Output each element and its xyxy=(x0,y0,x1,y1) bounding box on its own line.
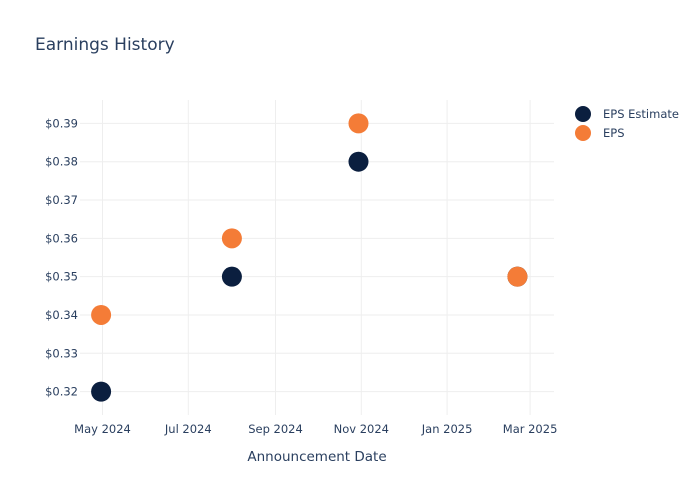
data-point[interactable] xyxy=(91,304,112,325)
legend-label: EPS xyxy=(603,126,625,140)
y-tick-label: $0.37 xyxy=(45,193,78,207)
data-point[interactable] xyxy=(221,266,242,287)
y-tick-label: $0.33 xyxy=(45,346,78,360)
y-tick-label: $0.36 xyxy=(45,231,78,245)
data-point[interactable] xyxy=(91,381,112,402)
y-tick-label: $0.39 xyxy=(45,116,78,130)
data-point[interactable] xyxy=(348,151,369,172)
x-tick-label: May 2024 xyxy=(74,422,131,436)
x-tick-label: Sep 2024 xyxy=(248,422,303,436)
y-tick-label: $0.35 xyxy=(45,270,78,284)
x-tick-label: Jan 2025 xyxy=(421,422,473,436)
x-tick-label: Jul 2024 xyxy=(164,422,212,436)
x-tick-label: Nov 2024 xyxy=(334,422,389,436)
legend[interactable]: EPS Estimate EPS xyxy=(575,106,679,141)
legend-marker xyxy=(575,106,591,122)
x-tick-label: Mar 2025 xyxy=(503,422,558,436)
y-axis-ticks: $0.32 $0.33 $0.34 $0.35 $0.36 $0.37 $0.38 $0.39 xyxy=(45,116,78,398)
grid xyxy=(80,100,554,415)
data-point[interactable] xyxy=(348,113,369,134)
legend-item[interactable]: EPS Estimate xyxy=(575,106,679,122)
data-points xyxy=(91,113,528,402)
data-point[interactable] xyxy=(507,266,528,287)
x-axis-title: Announcement Date xyxy=(247,449,386,465)
y-tick-label: $0.38 xyxy=(45,155,78,169)
x-axis-ticks: May 2024 Jul 2024 Sep 2024 Nov 2024 Jan 2025… xyxy=(74,422,557,436)
y-tick-label: $0.34 xyxy=(45,308,78,322)
chart-title: Earnings History xyxy=(35,35,175,55)
legend-item[interactable]: EPS xyxy=(575,125,625,141)
legend-marker xyxy=(575,125,591,141)
y-tick-label: $0.32 xyxy=(45,385,78,399)
data-point[interactable] xyxy=(221,228,242,249)
legend-label: EPS Estimate xyxy=(603,107,679,121)
